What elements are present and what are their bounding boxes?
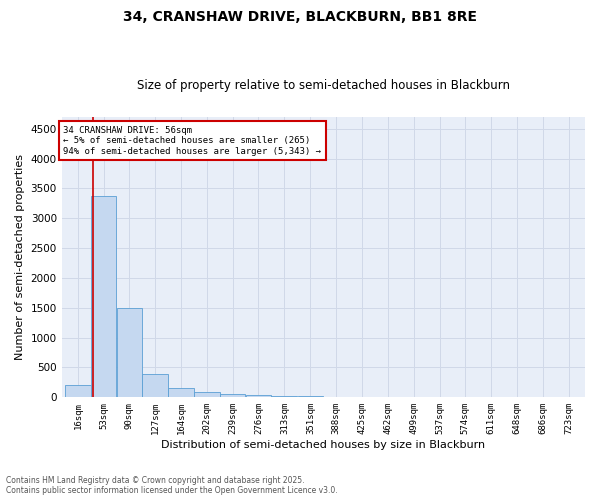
Text: 34 CRANSHAW DRIVE: 56sqm
← 5% of semi-detached houses are smaller (265)
94% of s: 34 CRANSHAW DRIVE: 56sqm ← 5% of semi-de… <box>63 126 321 156</box>
Bar <box>298 396 323 398</box>
Bar <box>142 374 167 398</box>
Title: Size of property relative to semi-detached houses in Blackburn: Size of property relative to semi-detach… <box>137 79 510 92</box>
Bar <box>220 394 245 398</box>
Y-axis label: Number of semi-detached properties: Number of semi-detached properties <box>15 154 25 360</box>
Bar <box>116 308 142 398</box>
Bar <box>246 394 271 398</box>
X-axis label: Distribution of semi-detached houses by size in Blackburn: Distribution of semi-detached houses by … <box>161 440 485 450</box>
Bar <box>65 386 91 398</box>
Bar <box>91 196 116 398</box>
Bar <box>168 388 194 398</box>
Text: 34, CRANSHAW DRIVE, BLACKBURN, BB1 8RE: 34, CRANSHAW DRIVE, BLACKBURN, BB1 8RE <box>123 10 477 24</box>
Text: Contains HM Land Registry data © Crown copyright and database right 2025.
Contai: Contains HM Land Registry data © Crown c… <box>6 476 338 495</box>
Bar <box>271 396 298 398</box>
Bar <box>194 392 220 398</box>
